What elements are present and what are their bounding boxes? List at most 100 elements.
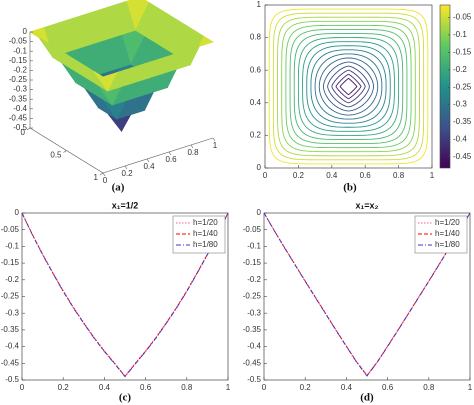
x-tick-label: 0.2 — [58, 383, 70, 392]
y-tick-label: 0.6 — [250, 65, 262, 74]
x-tick-label: 0.6 — [360, 171, 372, 180]
contour-line — [293, 33, 404, 140]
y-tick-label: -0.5 — [5, 375, 19, 384]
colorbar-tick-label: -0.15 — [453, 47, 472, 56]
y-tick-label: 1 — [213, 141, 218, 150]
x-tick-label: 0 — [262, 383, 267, 392]
colorbar-tick-label: -0.25 — [453, 82, 472, 91]
colorbar-tick-label: -0.2 — [453, 65, 467, 74]
y-tick-label: -0.1 — [247, 242, 261, 251]
y-tick — [146, 158, 150, 163]
y-tick-label: -0.3 — [247, 308, 261, 317]
y-tick-label: -0.1 — [5, 242, 19, 251]
y-tick — [190, 144, 194, 149]
y-tick — [212, 137, 216, 142]
x-tick-label: 0 — [263, 171, 268, 180]
contour-line — [314, 53, 383, 120]
x-tick-label: 0 — [20, 383, 25, 392]
contour-line — [327, 65, 370, 108]
z-tick-label: -0.25 — [9, 75, 28, 84]
y-tick-label: -0.5 — [247, 375, 261, 384]
contour-line — [335, 73, 362, 100]
contour-line — [339, 77, 358, 96]
series-line — [21, 212, 229, 378]
y-tick-label: 0.4 — [143, 162, 155, 171]
y-tick-label: -0.15 — [1, 258, 20, 267]
y-tick-label: 0.8 — [250, 33, 262, 42]
z-tick-label: -0.15 — [9, 56, 28, 65]
contour-line — [268, 8, 429, 165]
contour-line — [272, 12, 425, 161]
y-tick-label: -0.15 — [243, 258, 262, 267]
colorbar-tick-label: -0.3 — [453, 100, 467, 109]
y-tick-label: 0.2 — [121, 169, 133, 178]
y-tick-label: -0.45 — [243, 358, 262, 367]
colorbar-tick-label: -0.05 — [453, 13, 472, 22]
y-tick-label: -0.4 — [5, 342, 19, 351]
x-tick-label: 0.2 — [293, 171, 305, 180]
legend-label: h=1/80 — [193, 240, 218, 249]
x-tick-label: 1 — [468, 383, 473, 392]
y-tick-label: -0.2 — [247, 275, 261, 284]
y-tick-label: -0.35 — [243, 325, 262, 334]
x-tick-label: 0.4 — [326, 171, 338, 180]
y-tick-label: 0.8 — [187, 148, 199, 157]
y-tick — [124, 165, 128, 170]
x-tick-label: 0.2 — [300, 383, 312, 392]
contour-line — [277, 16, 420, 157]
legend-box — [414, 215, 468, 254]
caption: (d) — [360, 392, 374, 404]
y-tick-label: -0.25 — [243, 292, 262, 301]
y-tick-label: -0.05 — [1, 225, 20, 234]
x-tick-label: 1 — [226, 383, 231, 392]
legend-label: h=1/40 — [435, 229, 460, 238]
surface-panel — [29, 0, 214, 174]
plot-area — [264, 4, 433, 169]
x-tick-label: 0.6 — [382, 383, 394, 392]
contour-line — [306, 45, 391, 128]
x-tick-label: 0 — [21, 128, 26, 137]
contour-line — [318, 57, 379, 116]
z-tick-label: -0.4 — [13, 104, 27, 113]
x-tick-label: 0.5 — [50, 151, 62, 160]
colorbar-tick-label: -0.35 — [453, 117, 472, 126]
z-tick-label: -0.35 — [9, 94, 28, 103]
z-tick-label: -0.2 — [13, 66, 27, 75]
y-tick-label: 0 — [257, 163, 262, 172]
y-tick-label: -0.25 — [1, 292, 20, 301]
x-tick-label: 0.8 — [181, 383, 193, 392]
chart-title: x₁=1/2 — [112, 200, 139, 210]
x-tick-label: 0.8 — [393, 171, 405, 180]
y-tick — [102, 172, 106, 177]
z-tick-label: 0 — [23, 27, 28, 36]
x-tick-label: 0.4 — [99, 383, 111, 392]
z-tick-label: -0.05 — [9, 37, 28, 46]
colorbar — [439, 4, 451, 169]
colorbar-tick-label: -0.4 — [453, 135, 467, 144]
y-tick-label: 0.2 — [250, 131, 262, 140]
series-line — [263, 212, 471, 377]
x-tick-label: 1 — [430, 171, 435, 180]
y-tick — [168, 151, 172, 156]
contour-line — [297, 37, 400, 136]
y-tick-label: 0.4 — [250, 98, 262, 107]
z-tick-label: -0.45 — [9, 114, 28, 123]
legend-label: h=1/40 — [193, 229, 218, 238]
contour-line — [281, 20, 416, 153]
x-tick — [99, 172, 104, 176]
z-tick-label: -0.1 — [13, 46, 27, 55]
z-tick-label: -0.5 — [13, 123, 27, 132]
x-tick-label: 0.8 — [423, 383, 435, 392]
caption: (a) — [112, 182, 125, 194]
x-tick-label: 0.6 — [140, 383, 152, 392]
y-tick-label: 0 — [103, 176, 108, 185]
contour-line — [302, 41, 395, 132]
z-tick-label: -0.3 — [13, 85, 27, 94]
axis-edge — [102, 137, 214, 174]
y-tick-label: -0.3 — [5, 308, 19, 317]
x-tick — [26, 127, 31, 131]
y-tick-label: 0 — [257, 208, 262, 217]
colorbar-tick-label: -0.45 — [453, 152, 472, 161]
y-tick-label: -0.2 — [5, 275, 19, 284]
